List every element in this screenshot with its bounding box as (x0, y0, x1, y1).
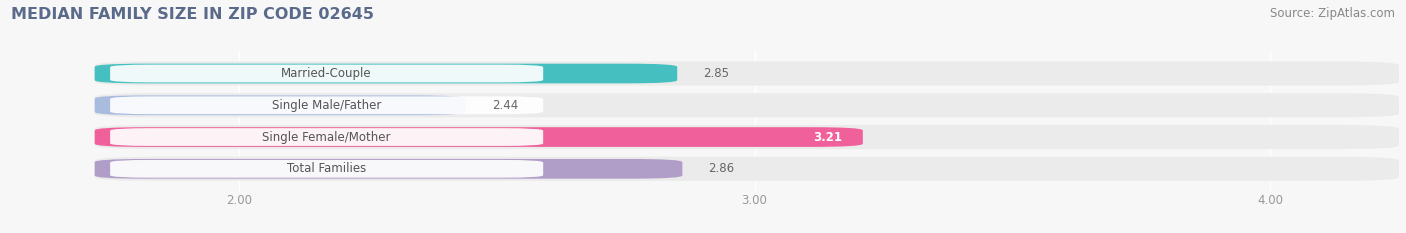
FancyBboxPatch shape (94, 127, 863, 147)
FancyBboxPatch shape (94, 96, 465, 115)
FancyBboxPatch shape (110, 65, 543, 82)
Text: 2.86: 2.86 (709, 162, 734, 175)
Text: 3.21: 3.21 (813, 130, 842, 144)
FancyBboxPatch shape (110, 128, 543, 146)
FancyBboxPatch shape (94, 159, 682, 179)
Text: Single Female/Mother: Single Female/Mother (263, 130, 391, 144)
FancyBboxPatch shape (110, 96, 543, 114)
Text: Married-Couple: Married-Couple (281, 67, 373, 80)
FancyBboxPatch shape (94, 125, 1399, 149)
Text: 2.85: 2.85 (703, 67, 728, 80)
Text: 2.44: 2.44 (492, 99, 517, 112)
Text: Source: ZipAtlas.com: Source: ZipAtlas.com (1270, 7, 1395, 20)
Text: MEDIAN FAMILY SIZE IN ZIP CODE 02645: MEDIAN FAMILY SIZE IN ZIP CODE 02645 (11, 7, 374, 22)
FancyBboxPatch shape (110, 160, 543, 178)
Text: Total Families: Total Families (287, 162, 367, 175)
FancyBboxPatch shape (94, 157, 1399, 181)
FancyBboxPatch shape (94, 62, 1399, 86)
Text: Single Male/Father: Single Male/Father (271, 99, 381, 112)
FancyBboxPatch shape (94, 64, 678, 83)
FancyBboxPatch shape (94, 93, 1399, 117)
